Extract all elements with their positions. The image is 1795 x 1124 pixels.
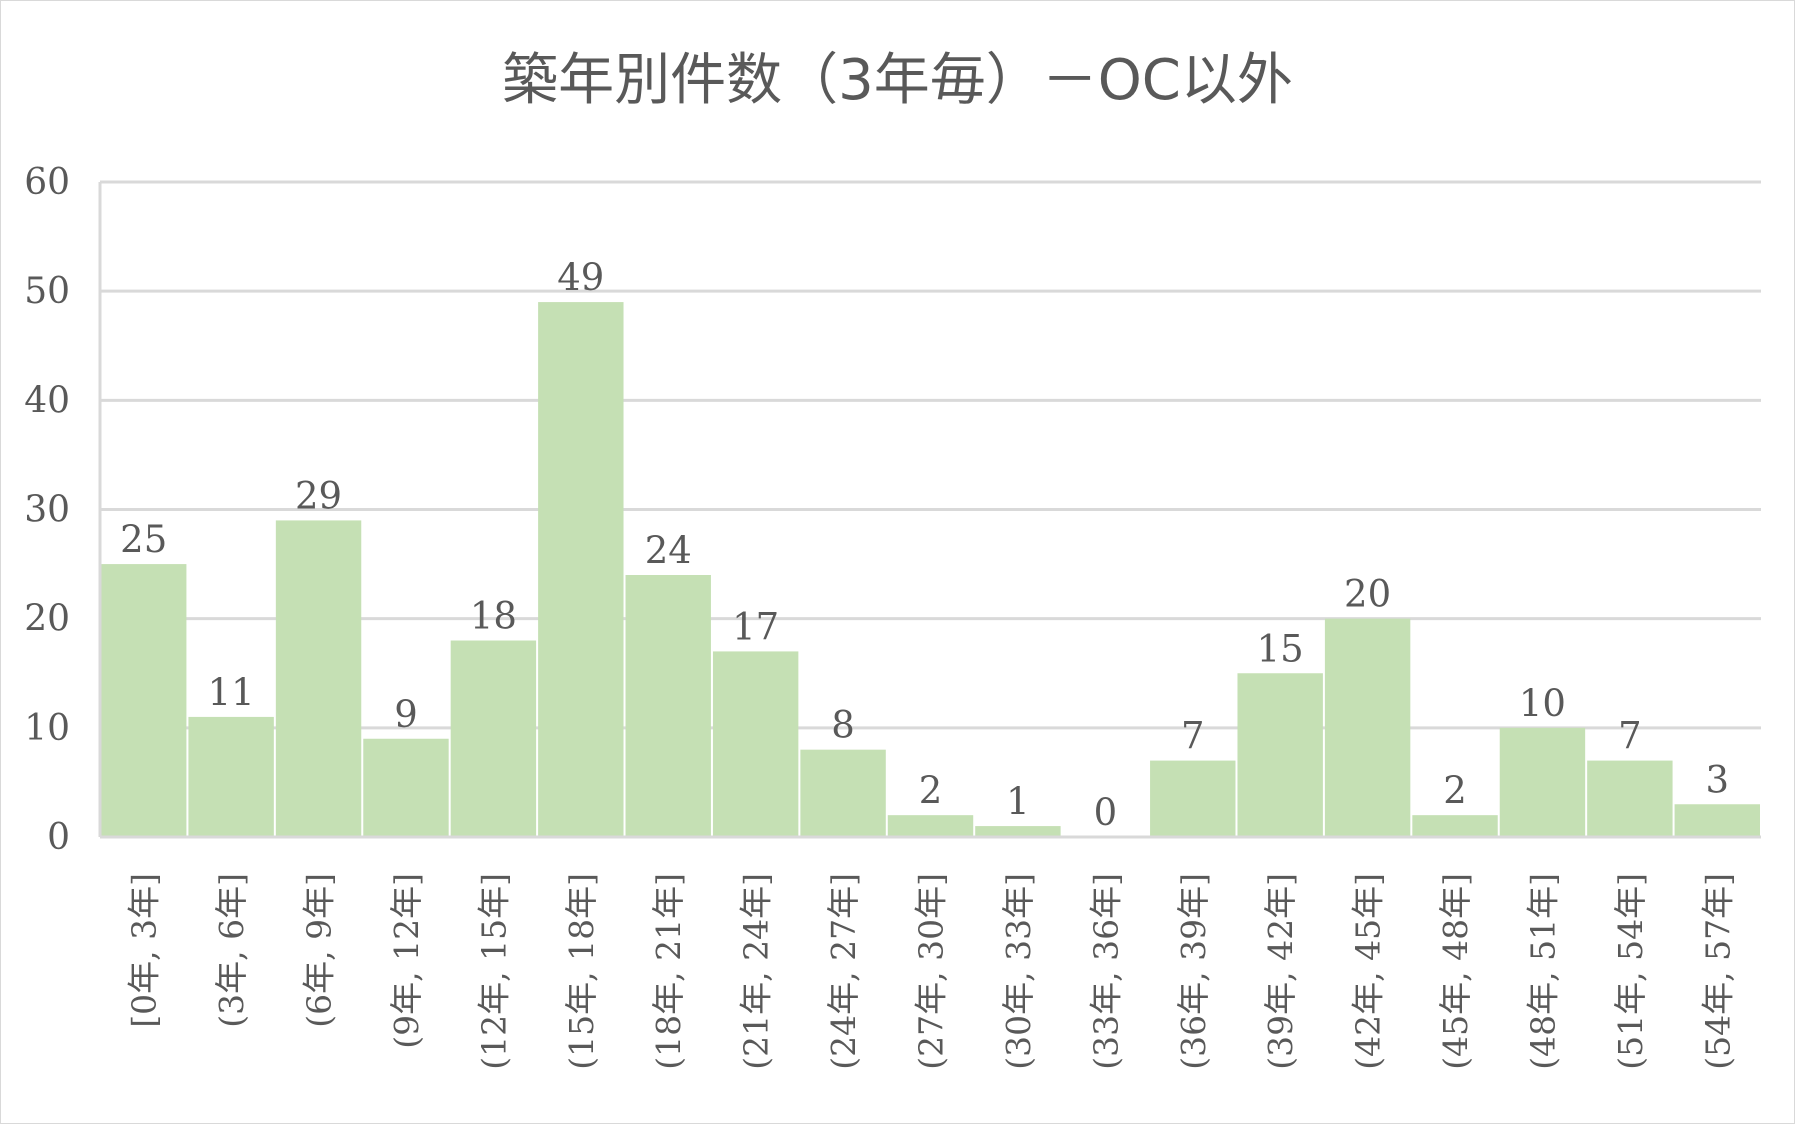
data-label: 1: [1006, 780, 1030, 823]
x-tick-label: (18年, 21年]: [649, 873, 688, 1070]
data-label: 3: [1706, 758, 1730, 801]
x-tick-label: (30年, 33年]: [999, 873, 1038, 1070]
chart-title: 築年別件数（3年毎）－OC以外: [502, 48, 1293, 113]
bar: [1150, 760, 1236, 837]
bar: [1587, 760, 1673, 837]
y-tick-label: 50: [24, 271, 70, 312]
x-tick-label: (54年, 57年]: [1698, 873, 1737, 1070]
data-label: 2: [1443, 769, 1467, 812]
x-tick-label: (45年, 48年]: [1436, 873, 1475, 1070]
data-label: 0: [1094, 791, 1118, 834]
bar: [363, 738, 449, 837]
y-tick-label: 0: [47, 817, 70, 858]
data-label: 10: [1519, 682, 1566, 725]
bar: [101, 564, 187, 837]
y-tick-label: 10: [24, 708, 70, 749]
x-tick-label: (12年, 15年]: [474, 873, 513, 1070]
x-tick-label: (9年, 12年]: [387, 873, 426, 1049]
data-label: 11: [208, 671, 255, 714]
bar: [188, 716, 274, 837]
y-tick-label: 30: [24, 490, 70, 531]
data-label: 20: [1344, 573, 1391, 616]
data-label: 7: [1618, 715, 1642, 758]
bar: [800, 749, 886, 837]
x-tick-label: (27年, 30年]: [912, 873, 951, 1070]
data-label: 18: [470, 595, 517, 638]
bar: [625, 575, 711, 837]
data-label: 15: [1257, 627, 1304, 670]
x-tick-label: (24年, 27年]: [824, 873, 863, 1070]
bar: [450, 640, 537, 837]
x-tick-label: (21年, 24年]: [737, 873, 776, 1070]
x-tick-label: (51年, 54年]: [1611, 873, 1650, 1070]
bar: [1324, 618, 1411, 837]
x-tick-label: (48年, 51年]: [1523, 873, 1562, 1070]
bar: [1499, 727, 1586, 837]
y-tick-label: 40: [24, 380, 70, 421]
bar: [1237, 673, 1323, 837]
data-label: 8: [831, 704, 855, 747]
x-tick-label: (15年, 18年]: [562, 873, 601, 1070]
data-label: 7: [1181, 715, 1205, 758]
x-tick-label: (39年, 42年]: [1261, 873, 1300, 1070]
bar: [975, 826, 1061, 837]
data-label: 49: [557, 256, 604, 299]
bar: [712, 651, 799, 837]
data-label: 9: [394, 693, 418, 736]
bar: [1674, 804, 1760, 837]
y-tick-label: 60: [24, 162, 70, 203]
data-label: 25: [120, 518, 167, 561]
bar: [538, 302, 624, 837]
x-tick-label: (6年, 9年]: [300, 873, 339, 1028]
bar: [275, 520, 362, 837]
x-tick-label: [0年, 3年]: [125, 873, 164, 1028]
x-tick-label: (42年, 45年]: [1349, 873, 1388, 1070]
y-tick-label: 20: [24, 599, 70, 640]
x-tick-label: (36年, 39年]: [1174, 873, 1213, 1070]
bar: [887, 815, 974, 837]
bar: [1412, 815, 1498, 837]
x-tick-label: (3年, 6年]: [212, 873, 251, 1028]
gridlines: [100, 180, 1761, 730]
data-label: 17: [732, 605, 779, 648]
bars: [101, 302, 1760, 837]
x-tick-label: (33年, 36年]: [1086, 873, 1125, 1070]
data-label: 29: [295, 474, 342, 517]
data-label: 2: [919, 769, 943, 812]
data-label: 24: [645, 529, 692, 572]
